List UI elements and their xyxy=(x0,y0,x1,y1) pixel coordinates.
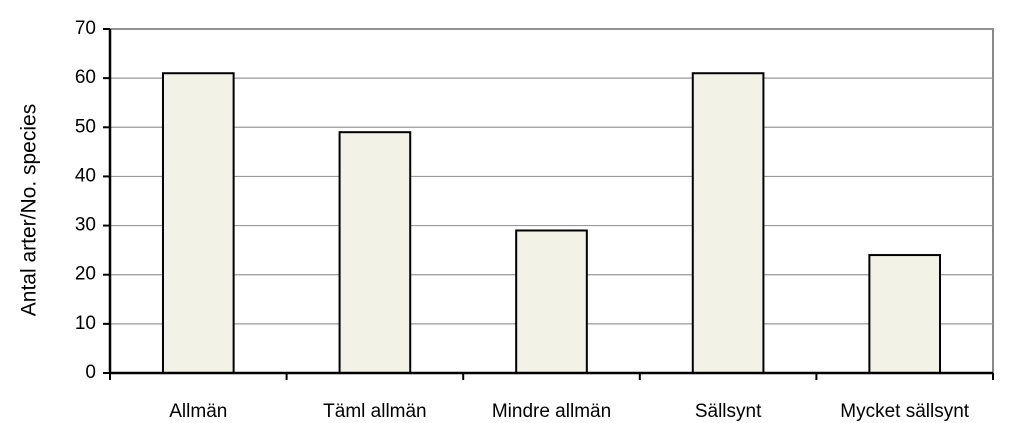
bar xyxy=(338,131,412,374)
y-tick-label: 70 xyxy=(75,18,96,39)
x-tick-label: Sällsynt xyxy=(695,401,762,422)
bar xyxy=(161,72,235,374)
y-axis-title: Antal arter/No. species xyxy=(18,104,41,316)
x-tick-label: Mindre allmän xyxy=(492,401,611,422)
y-tick-label: 30 xyxy=(75,215,96,236)
bar xyxy=(868,254,942,374)
y-tick-label: 20 xyxy=(75,264,96,285)
x-tick-label: Allmän xyxy=(169,401,227,422)
bar xyxy=(515,229,588,374)
bar xyxy=(691,72,765,374)
y-tick-label: 10 xyxy=(75,313,96,334)
y-tick-label: 40 xyxy=(75,165,96,186)
y-tick-label: 50 xyxy=(75,116,96,137)
x-tick-label: Täml allmän xyxy=(323,401,426,422)
y-tick-label: 0 xyxy=(85,362,96,383)
x-tick-label: Mycket sällsynt xyxy=(840,401,970,422)
y-tick-label: 60 xyxy=(75,67,96,88)
